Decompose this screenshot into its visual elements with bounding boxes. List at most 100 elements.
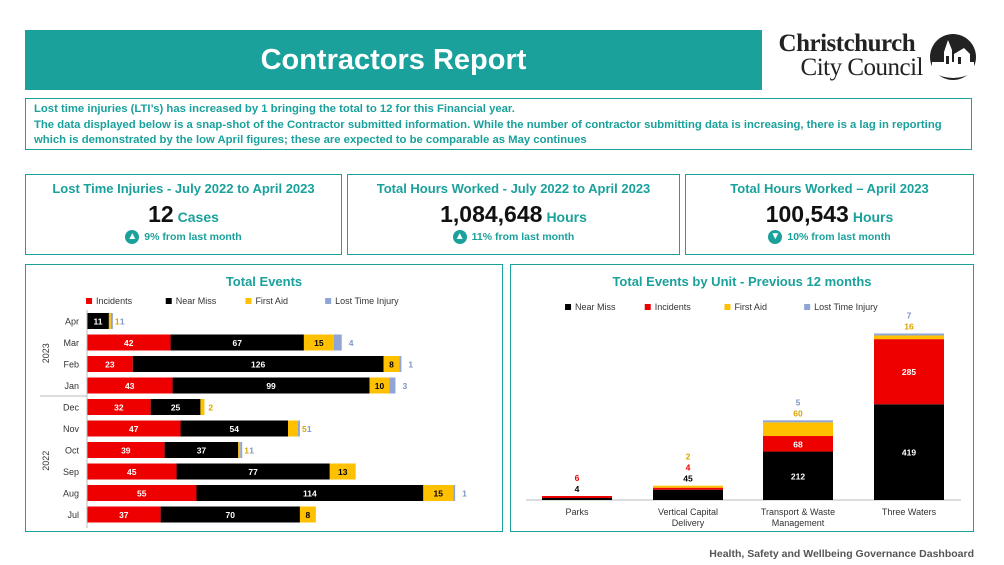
data-label: 42 (124, 338, 134, 348)
bar-jan-incidents (87, 377, 173, 394)
kpi-unit: Hours (546, 209, 587, 225)
data-label: 3 (402, 381, 407, 391)
legend-swatch-first-aid (245, 298, 252, 304)
total-events-chart: Incidents Near Miss First Aid Lost Time Inj… (40, 296, 467, 528)
data-label: 1 (115, 317, 120, 327)
bar-sep-incidents (87, 463, 177, 480)
tick-label-apr: Apr (65, 317, 79, 327)
data-label: 1 (307, 424, 312, 434)
data-label: 2 (686, 452, 691, 462)
data-label: 4 (349, 338, 354, 348)
bar-oct-first-aid (238, 442, 241, 458)
report-title: Contractors Report (260, 43, 527, 76)
data-label: 4 (686, 463, 691, 473)
data-label: 114 (303, 489, 317, 499)
legend-swatch-near-miss (565, 304, 572, 310)
arrow-up-icon: ▲ (452, 230, 467, 244)
legend-label: Incidents (96, 296, 133, 306)
year-group-label: 2023 (41, 343, 51, 363)
bar-mar-incidents (87, 334, 171, 351)
data-label: 55 (137, 489, 147, 499)
data-label: 32 (114, 403, 124, 413)
bar-jan-lost-time-injury (389, 377, 396, 394)
data-label: 37 (197, 446, 207, 456)
notice-line-2: The data displayed below is a snap-shot … (34, 118, 942, 147)
data-label: 1 (408, 360, 413, 370)
bar-transport-waste-management-incidents (763, 436, 833, 452)
tick-label-feb: Feb (63, 360, 79, 370)
bar-apr-lost-time-injury (110, 313, 113, 329)
cathedral-emblem-icon (930, 34, 976, 80)
bar-aug-incidents (87, 485, 197, 501)
data-label: 11 (93, 317, 102, 327)
data-label: 54 (230, 424, 240, 434)
data-label: 6 (575, 473, 580, 483)
bar-aug-near-miss (196, 485, 424, 501)
kpi-unit: Cases (177, 209, 219, 225)
category-label: Parks (565, 507, 589, 517)
tick-label-sep: Sep (63, 467, 79, 477)
kpi-card-lti: Lost Time Injuries - July 2022 to April … (25, 174, 342, 255)
events-by-unit-chart: Near Miss Incidents First Aid Lost Time Inj… (526, 302, 961, 528)
legend-label: Lost Time Injury (814, 302, 878, 312)
data-label: 39 (121, 446, 131, 456)
data-label: 16 (904, 321, 914, 331)
category-label: Three Waters (882, 507, 937, 517)
bar-feb-incidents (87, 356, 133, 372)
data-label: 60 (793, 408, 803, 418)
data-label: 13 (338, 467, 348, 477)
kpi-value: 12 (148, 201, 174, 227)
data-label: 68 (793, 439, 803, 449)
arrow-up-icon: ▲ (125, 230, 140, 244)
legend-swatch-first-aid (724, 304, 731, 310)
legend-swatch-lost-time-injury (804, 304, 811, 310)
kpi-value: 1,084,648 (440, 201, 543, 227)
kpi-change: 10% from last month (787, 231, 891, 243)
data-label: 7 (907, 310, 912, 320)
bar-jan-near-miss (172, 377, 370, 394)
bar-three-waters-first-aid (874, 335, 944, 340)
bar-three-waters-incidents (874, 339, 944, 405)
data-label: 285 (902, 367, 916, 377)
bar-oct-near-miss (164, 442, 239, 458)
data-label: 419 (902, 448, 916, 458)
bar-three-waters-lost-time-injury (874, 333, 944, 336)
legend-swatch-near-miss (165, 298, 172, 304)
kpi-title: Lost Time Injuries - July 2022 to April … (52, 181, 315, 196)
bar-transport-waste-management-near-miss (763, 451, 833, 500)
data-label: 45 (683, 474, 693, 484)
data-label: 5 (796, 397, 801, 407)
legend-label: Lost Time Injury (335, 296, 399, 306)
legend-label: Incidents (655, 302, 692, 312)
bar-transport-waste-management-lost-time-injury (763, 420, 833, 423)
legend-swatch-lost-time-injury (325, 298, 332, 304)
bar-aug-lost-time-injury (453, 485, 456, 501)
data-label: 5 (302, 424, 307, 434)
bar-aug-first-aid (423, 485, 454, 501)
bar-dec-near-miss (150, 399, 201, 415)
kpi-change: 9% from last month (144, 231, 242, 243)
data-label: 1 (462, 489, 467, 499)
legend-label: Near Miss (575, 302, 616, 312)
legend-swatch-incidents (644, 304, 651, 310)
bar-vertical-capital-delivery-near-miss (653, 489, 723, 500)
logo-line-1: Christchurch (778, 30, 916, 57)
bar-dec-first-aid (200, 399, 205, 415)
arrow-down-icon: ▼ (768, 230, 783, 244)
data-label: 10 (375, 381, 385, 391)
total-events-panel: Total Events Incidents Near Miss First Aid… (25, 264, 503, 532)
bar-oct-incidents (87, 442, 165, 458)
data-label: 70 (226, 510, 236, 520)
events-by-unit-title: Total Events by Unit - Previous 12 month… (612, 274, 872, 289)
data-label: 67 (233, 338, 243, 348)
bar-three-waters-near-miss (874, 404, 944, 500)
data-label: 212 (791, 471, 805, 481)
tick-label-nov: Nov (63, 424, 80, 434)
kpi-title: Total Hours Worked - July 2022 to April … (376, 181, 651, 196)
bar-jul-incidents (87, 506, 161, 523)
bar-parks-incidents (542, 496, 612, 498)
data-label: 15 (434, 489, 444, 499)
data-label: 47 (129, 424, 139, 434)
bar-jan-first-aid (369, 377, 390, 394)
bar-oct-lost-time-injury (240, 442, 243, 458)
